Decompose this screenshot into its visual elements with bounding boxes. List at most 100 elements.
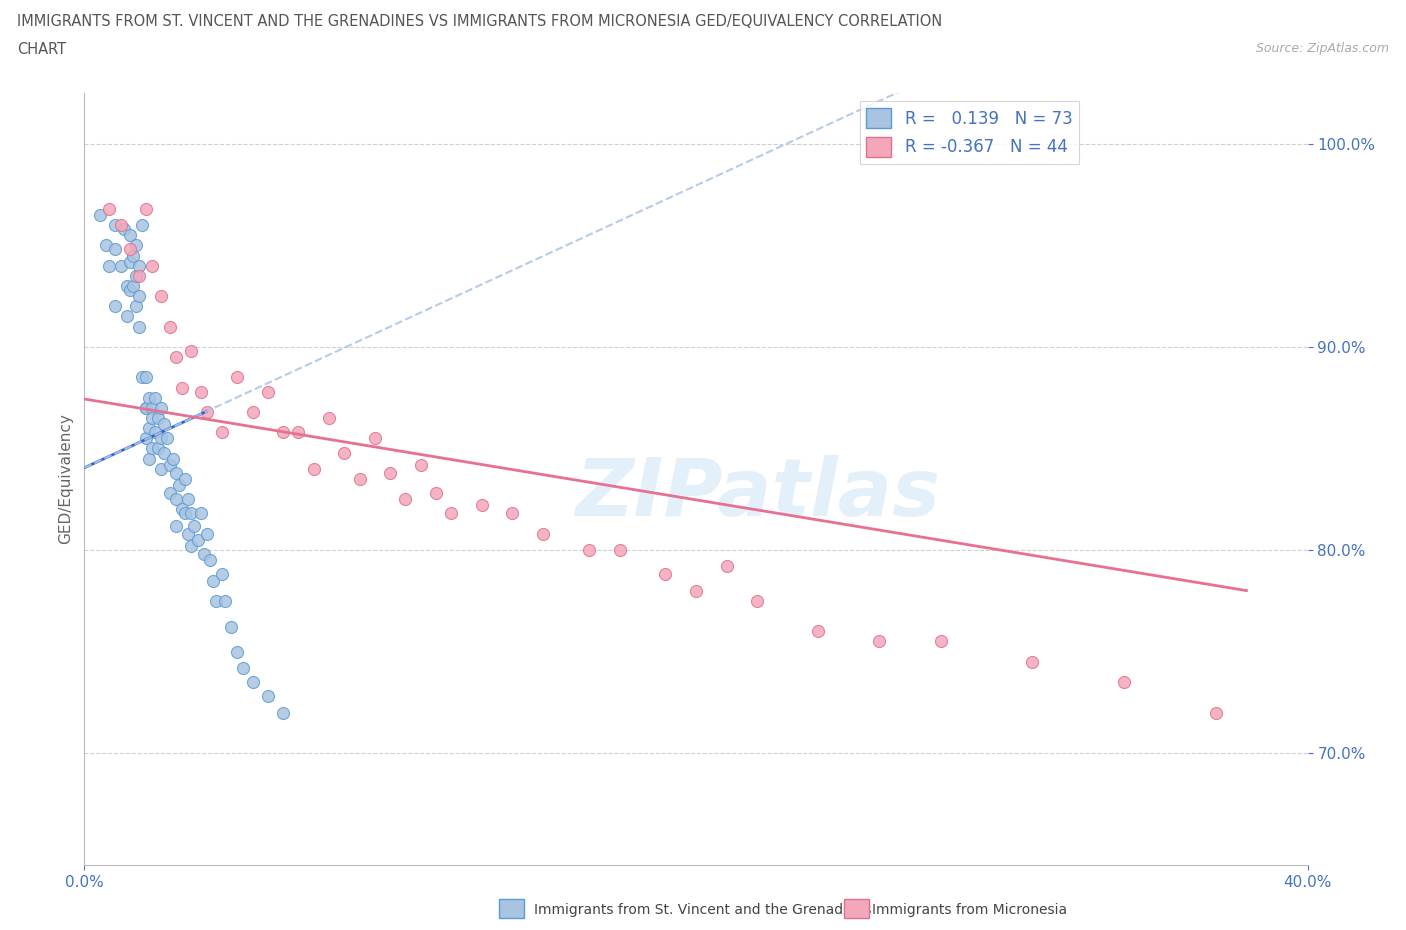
Point [211,425,233,440]
Point [128,319,150,334]
Point [120,228,142,243]
Point [190,384,212,399]
Point [394,492,416,507]
Point [195,405,218,419]
Point [257,384,280,399]
Point [177,492,200,507]
Point [531,526,554,541]
Point [167,478,190,493]
Point [226,370,249,385]
Point [609,542,631,557]
Point [302,461,325,476]
Text: Immigrants from St. Vincent and the Grenadines: Immigrants from St. Vincent and the Gren… [534,902,872,917]
Point [156,431,179,445]
Point [198,552,221,567]
Point [219,619,242,634]
Point [115,309,138,324]
Point [409,458,432,472]
Point [1021,655,1043,670]
Point [174,506,197,521]
Point [685,583,707,598]
Point [120,242,142,257]
Point [94,238,117,253]
Point [1205,705,1227,720]
Point [747,593,769,608]
Point [1114,674,1136,689]
Point [195,526,218,541]
Point [104,242,127,257]
Text: Source: ZipAtlas.com: Source: ZipAtlas.com [1256,42,1389,55]
Point [193,547,215,562]
Point [929,634,952,649]
Point [162,451,184,466]
Point [190,506,212,521]
Point [110,218,132,232]
Point [141,259,163,273]
Point [211,567,233,582]
Point [141,441,163,456]
Point [125,269,148,284]
Point [578,542,600,557]
Point [115,279,138,294]
Point [180,538,202,553]
Point [138,451,160,466]
Point [141,410,163,425]
Point [159,458,181,472]
Point [146,410,169,425]
Point [141,401,163,416]
Point [128,259,150,273]
Point [349,472,371,486]
Point [226,644,249,659]
Point [135,370,157,385]
Point [149,461,172,476]
Point [172,380,194,395]
Point [143,425,166,440]
Text: Immigrants from Micronesia: Immigrants from Micronesia [872,902,1067,917]
Point [174,472,197,486]
Point [104,299,127,313]
Point [183,518,205,533]
Point [201,573,224,588]
Point [135,202,157,217]
Point [716,559,738,574]
Point [149,431,172,445]
Point [471,498,494,512]
Text: ZIPatlas: ZIPatlas [575,456,939,534]
Point [165,350,187,365]
Point [131,370,153,385]
Point [138,420,160,435]
Point [125,299,148,313]
Point [120,283,142,298]
Point [654,567,676,582]
Point [232,660,254,675]
Point [318,410,340,425]
Point [287,425,309,440]
Y-axis label: GED/Equivalency: GED/Equivalency [58,414,73,544]
Point [146,441,169,456]
Point [149,288,172,303]
Point [165,465,187,480]
Point [165,518,187,533]
Point [120,254,142,269]
Point [125,238,148,253]
Point [89,207,111,222]
Point [502,506,524,521]
Point [122,279,145,294]
Point [135,401,157,416]
Legend: R =   0.139   N = 73, R = -0.367   N = 44: R = 0.139 N = 73, R = -0.367 N = 44 [859,101,1078,164]
Point [425,485,447,500]
Point [257,689,280,704]
Point [186,533,208,548]
Point [110,259,132,273]
Point [333,445,356,460]
Point [364,431,387,445]
Point [104,218,127,232]
Point [869,634,891,649]
Point [131,218,153,232]
Point [135,431,157,445]
Point [180,506,202,521]
Point [97,202,120,217]
Point [214,593,236,608]
Point [172,502,194,517]
Point [122,248,145,263]
